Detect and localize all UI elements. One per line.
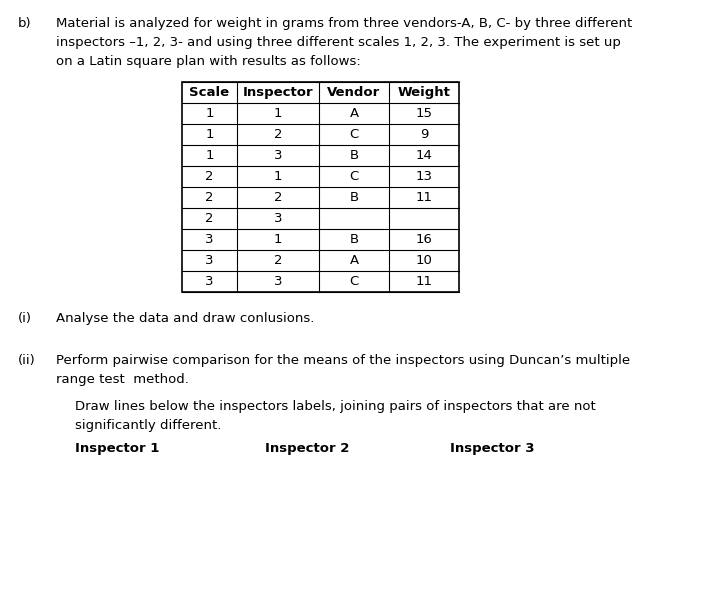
Text: 2: 2 xyxy=(274,191,282,204)
Text: 13: 13 xyxy=(415,170,433,183)
Text: 3: 3 xyxy=(274,212,282,225)
Text: C: C xyxy=(349,275,359,288)
Text: 9: 9 xyxy=(420,128,428,141)
Text: range test  method.: range test method. xyxy=(56,373,189,386)
Text: 3: 3 xyxy=(205,254,214,267)
Text: on a Latin square plan with results as follows:: on a Latin square plan with results as f… xyxy=(56,55,361,68)
Text: 3: 3 xyxy=(205,233,214,246)
Text: B: B xyxy=(349,233,359,246)
Text: Inspector 3: Inspector 3 xyxy=(450,442,534,455)
Text: Inspector: Inspector xyxy=(243,86,313,99)
Text: Inspector 1: Inspector 1 xyxy=(75,442,159,455)
Text: 11: 11 xyxy=(415,191,433,204)
Text: 1: 1 xyxy=(274,170,282,183)
Text: b): b) xyxy=(18,17,32,30)
Text: 2: 2 xyxy=(205,191,214,204)
Text: A: A xyxy=(349,107,359,120)
Text: 1: 1 xyxy=(205,128,214,141)
Text: C: C xyxy=(349,128,359,141)
Text: A: A xyxy=(349,254,359,267)
Text: (i): (i) xyxy=(18,312,32,325)
Text: (ii): (ii) xyxy=(18,354,36,367)
Text: Inspector 2: Inspector 2 xyxy=(265,442,349,455)
Text: 1: 1 xyxy=(205,107,214,120)
Text: 1: 1 xyxy=(274,233,282,246)
Text: inspectors –1, 2, 3- and using three different scales 1, 2, 3. The experiment is: inspectors –1, 2, 3- and using three dif… xyxy=(56,36,621,49)
Text: Material is analyzed for weight in grams from three vendors-A, B, C- by three di: Material is analyzed for weight in grams… xyxy=(56,17,632,30)
Text: significantly different.: significantly different. xyxy=(75,419,221,432)
Text: Vendor: Vendor xyxy=(328,86,381,99)
Text: 16: 16 xyxy=(415,233,433,246)
Text: 3: 3 xyxy=(205,275,214,288)
Text: 3: 3 xyxy=(274,275,282,288)
Text: 15: 15 xyxy=(415,107,433,120)
Text: Weight: Weight xyxy=(397,86,451,99)
Text: 11: 11 xyxy=(415,275,433,288)
Text: 2: 2 xyxy=(274,254,282,267)
Text: Scale: Scale xyxy=(189,86,230,99)
Text: 2: 2 xyxy=(205,212,214,225)
Bar xyxy=(182,82,459,292)
Text: C: C xyxy=(349,170,359,183)
Text: 3: 3 xyxy=(274,149,282,162)
Text: Perform pairwise comparison for the means of the inspectors using Duncan’s multi: Perform pairwise comparison for the mean… xyxy=(56,354,630,367)
Text: 1: 1 xyxy=(205,149,214,162)
Text: B: B xyxy=(349,149,359,162)
Text: 2: 2 xyxy=(205,170,214,183)
Text: Analyse the data and draw conlusions.: Analyse the data and draw conlusions. xyxy=(56,312,315,325)
Text: 1: 1 xyxy=(274,107,282,120)
Text: 10: 10 xyxy=(415,254,433,267)
Text: 14: 14 xyxy=(415,149,433,162)
Text: B: B xyxy=(349,191,359,204)
Text: Draw lines below the inspectors labels, joining pairs of inspectors that are not: Draw lines below the inspectors labels, … xyxy=(75,400,595,413)
Text: 2: 2 xyxy=(274,128,282,141)
